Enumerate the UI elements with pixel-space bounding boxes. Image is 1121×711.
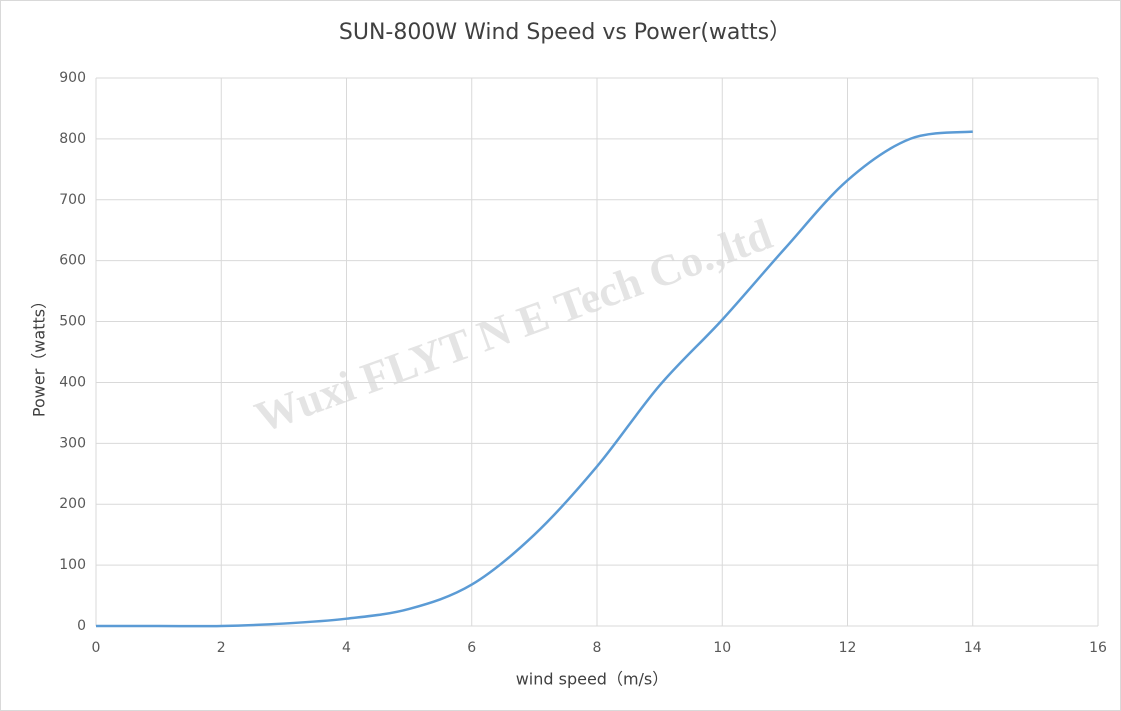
y-tick-label: 500 <box>59 314 86 330</box>
chart-title: SUN-800W Wind Speed vs Power(watts） <box>339 20 791 45</box>
x-tick-label: 4 <box>342 640 351 656</box>
x-tick-label: 6 <box>467 640 476 656</box>
y-tick-label: 0 <box>77 618 86 634</box>
y-tick-label: 900 <box>59 70 86 86</box>
y-tick-label: 200 <box>59 496 86 512</box>
x-tick-label: 2 <box>217 640 226 656</box>
x-tick-label: 10 <box>713 640 731 656</box>
y-tick-label: 700 <box>59 192 86 208</box>
x-tick-label: 14 <box>964 640 982 656</box>
x-tick-label: 16 <box>1089 640 1107 656</box>
x-tick-label: 0 <box>92 640 101 656</box>
y-tick-label: 400 <box>59 374 86 390</box>
y-tick-label: 600 <box>59 253 86 269</box>
y-tick-label: 100 <box>59 557 86 573</box>
x-tick-label: 8 <box>593 640 602 656</box>
y-axis-label: Power（watts） <box>30 293 49 417</box>
x-axis-label: wind speed（m/s） <box>516 670 669 689</box>
y-tick-label: 300 <box>59 435 86 451</box>
x-tick-label: 12 <box>839 640 857 656</box>
y-tick-label: 800 <box>59 131 86 147</box>
data-line <box>96 130 973 628</box>
